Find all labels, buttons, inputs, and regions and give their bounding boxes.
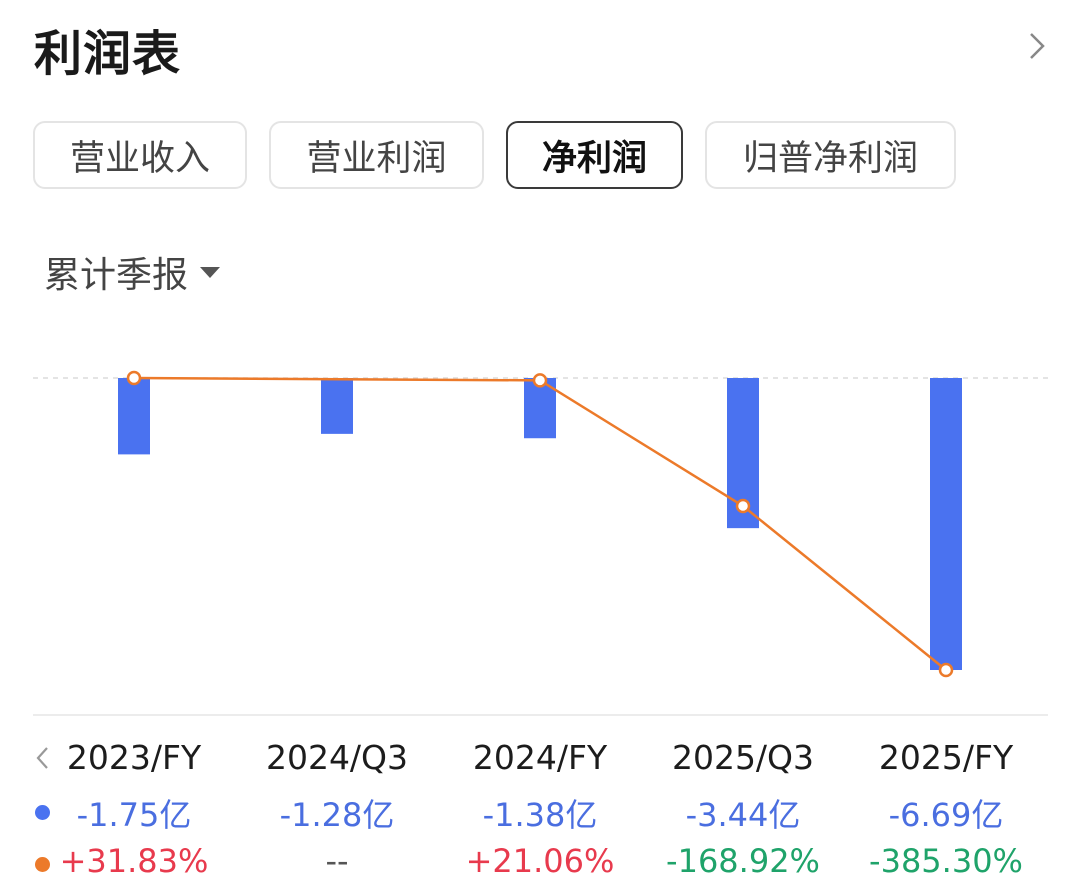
tab-operating-profit[interactable]: 营业利润	[269, 121, 484, 189]
tab-net-profit[interactable]: 净利润	[506, 121, 683, 189]
change-point	[126, 370, 142, 386]
category-row: 2023/FY 2024/Q3 2024/FY 2025/Q3 2025/FY	[0, 738, 1080, 784]
bar-value-label: -1.28亿	[279, 796, 395, 834]
bar-legend-dot	[35, 805, 50, 820]
category-label: 2023/FY	[66, 738, 202, 777]
category-label: 2025/FY	[878, 738, 1014, 777]
change-line	[133, 376, 947, 671]
change-label: +31.83%	[59, 842, 209, 880]
bar-value-label: -1.38亿	[482, 796, 598, 834]
change-point	[532, 373, 548, 388]
change-row: +31.83% -- +21.06% -168.92% -385.30%	[0, 842, 1080, 888]
tab-revenue[interactable]: 营业收入	[33, 121, 247, 189]
category-label: 2024/Q3	[265, 738, 409, 777]
chevron-right-icon[interactable]	[1022, 28, 1052, 64]
change-label: +21.06%	[465, 842, 615, 880]
period-dropdown[interactable]: 累计季报	[44, 246, 221, 298]
bar-value-label: -6.69亿	[888, 796, 1004, 834]
chevron-left-icon[interactable]	[33, 745, 51, 771]
net-profit-chart	[33, 370, 1048, 678]
bar	[118, 378, 150, 455]
line-legend-dot	[35, 857, 50, 872]
category-label: 2025/Q3	[671, 738, 815, 777]
change-label: -385.30%	[869, 842, 1023, 880]
chart-divider	[33, 714, 1048, 716]
bar-value-label: -3.44亿	[685, 796, 801, 834]
change-point	[938, 662, 954, 678]
change-label: -168.92%	[666, 842, 820, 880]
change-label: --	[325, 842, 349, 880]
page-title: 利润表	[34, 26, 182, 82]
bar	[930, 378, 962, 670]
period-dropdown-label: 累计季报	[44, 255, 189, 296]
caret-down-icon	[200, 266, 221, 278]
change-point	[735, 498, 751, 514]
bar	[321, 378, 353, 434]
bar-value-label: -1.75亿	[76, 796, 192, 834]
value-row: -1.75亿 -1.28亿 -1.38亿 -3.44亿 -6.69亿	[0, 790, 1080, 836]
category-label: 2024/FY	[472, 738, 608, 777]
tab-attributable-net-profit[interactable]: 归普净利润	[705, 121, 956, 189]
